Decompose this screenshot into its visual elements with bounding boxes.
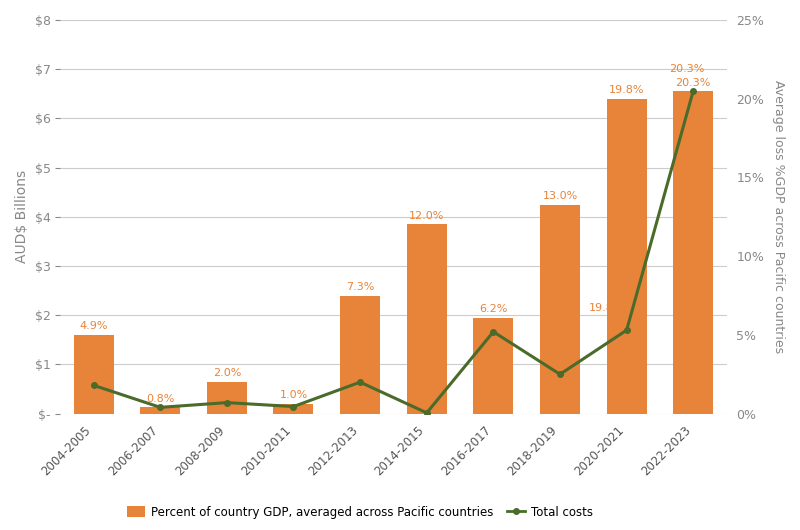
Text: 7.3%: 7.3% <box>346 282 374 292</box>
Text: 20.3%: 20.3% <box>669 64 704 74</box>
Text: 19.8%: 19.8% <box>609 85 644 95</box>
Text: 12.0%: 12.0% <box>409 211 445 221</box>
Bar <box>74 335 114 413</box>
Bar <box>140 407 180 413</box>
Text: 1.0%: 1.0% <box>279 391 308 400</box>
Y-axis label: AUD$ Billions: AUD$ Billions <box>15 170 29 263</box>
Text: 2.0%: 2.0% <box>213 368 241 378</box>
Bar <box>674 91 714 413</box>
Bar <box>207 382 247 413</box>
Text: 0.8%: 0.8% <box>146 394 174 404</box>
Text: 6.2%: 6.2% <box>479 304 507 314</box>
Text: 13.0%: 13.0% <box>542 191 578 201</box>
Bar <box>474 317 514 413</box>
Y-axis label: Average loss %GDP across Pacific countries: Average loss %GDP across Pacific countri… <box>772 80 785 354</box>
Text: 20.3%: 20.3% <box>675 78 711 88</box>
Text: 19.8%: 19.8% <box>589 303 624 313</box>
Legend: Percent of country GDP, averaged across Pacific countries, Total costs: Percent of country GDP, averaged across … <box>127 506 593 519</box>
Bar <box>406 224 446 413</box>
Bar <box>606 99 646 413</box>
Bar <box>540 205 580 413</box>
Bar <box>340 296 380 413</box>
Bar <box>274 404 314 413</box>
Text: 4.9%: 4.9% <box>79 322 108 331</box>
